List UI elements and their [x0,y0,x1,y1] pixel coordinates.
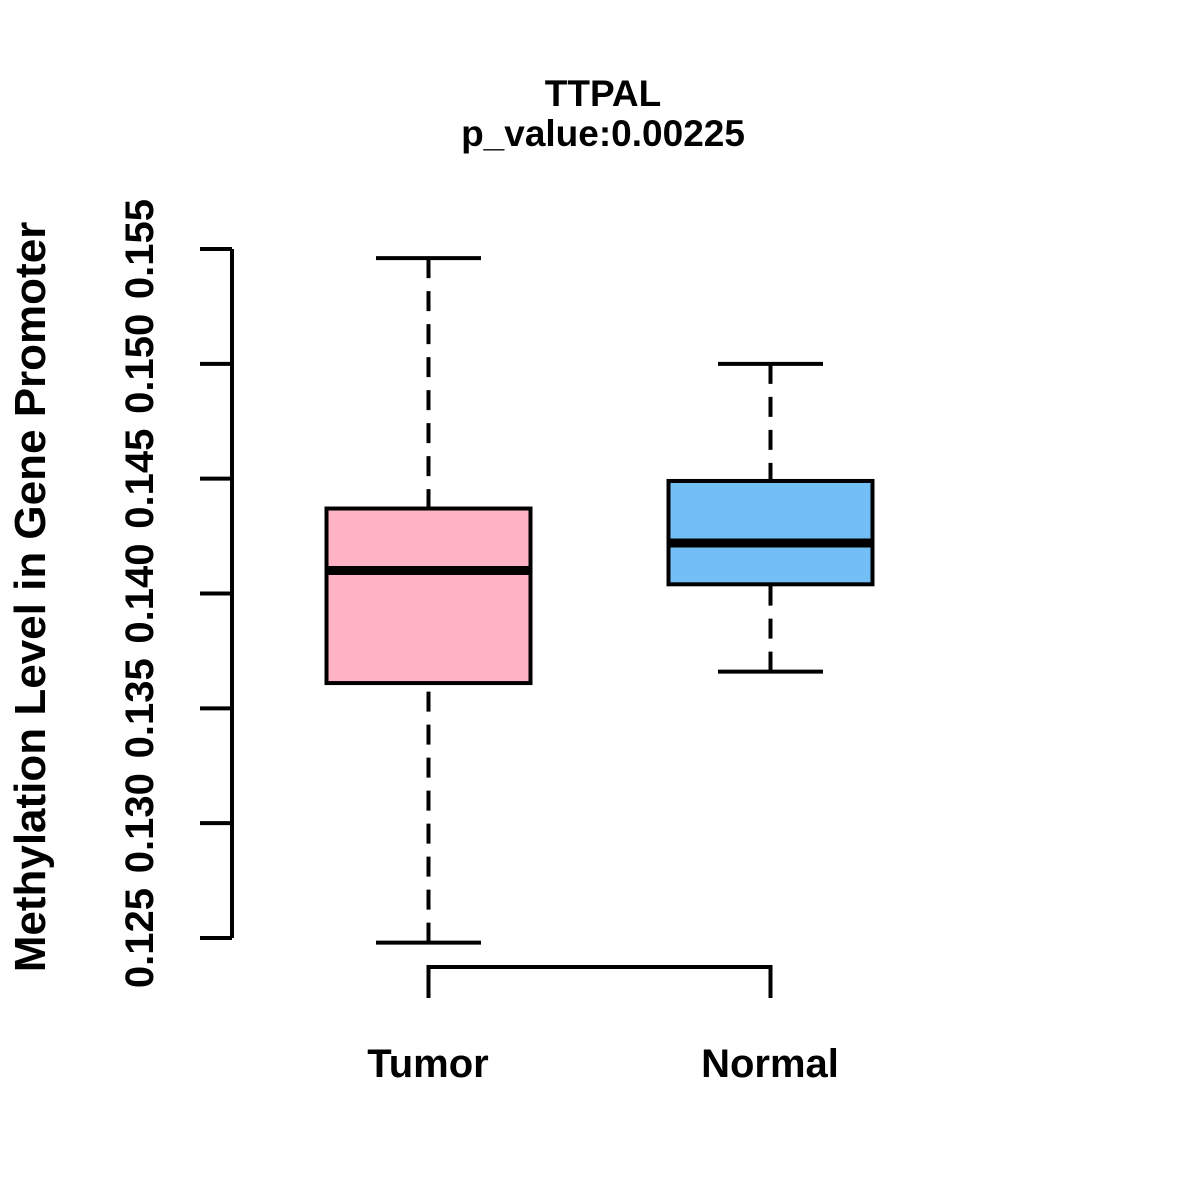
y-axis-label: Methylation Level in Gene Promoter [6,221,55,973]
chart-title: TTPAL [544,73,662,114]
chart-subtitle: p_value:0.00225 [461,113,745,154]
y-tick-label-0.135: 0.135 [118,658,162,758]
y-tick-label-0.155: 0.155 [118,199,162,299]
x-label-tumor: Tumor [367,1042,489,1086]
y-tick-label-0.140: 0.140 [118,543,162,643]
y-tick-label-0.125: 0.125 [118,888,162,988]
normal-box [666,478,875,587]
x-axis-bracket [426,965,773,998]
x-label-normal: Normal [701,1042,839,1086]
y-tick-label-0.150: 0.150 [118,314,162,414]
y-tick-label-0.130: 0.130 [118,773,162,873]
tumor-box [324,506,533,686]
y-tick-label-0.145: 0.145 [118,429,162,529]
